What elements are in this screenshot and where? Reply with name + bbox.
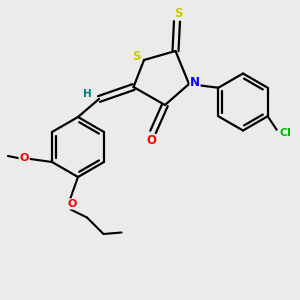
Text: Cl: Cl xyxy=(279,128,291,138)
Text: O: O xyxy=(19,152,28,163)
Text: O: O xyxy=(146,134,157,148)
Text: S: S xyxy=(132,50,141,64)
Text: H: H xyxy=(83,89,92,100)
Text: S: S xyxy=(174,7,183,20)
Text: N: N xyxy=(190,76,200,89)
Text: O: O xyxy=(67,199,77,209)
